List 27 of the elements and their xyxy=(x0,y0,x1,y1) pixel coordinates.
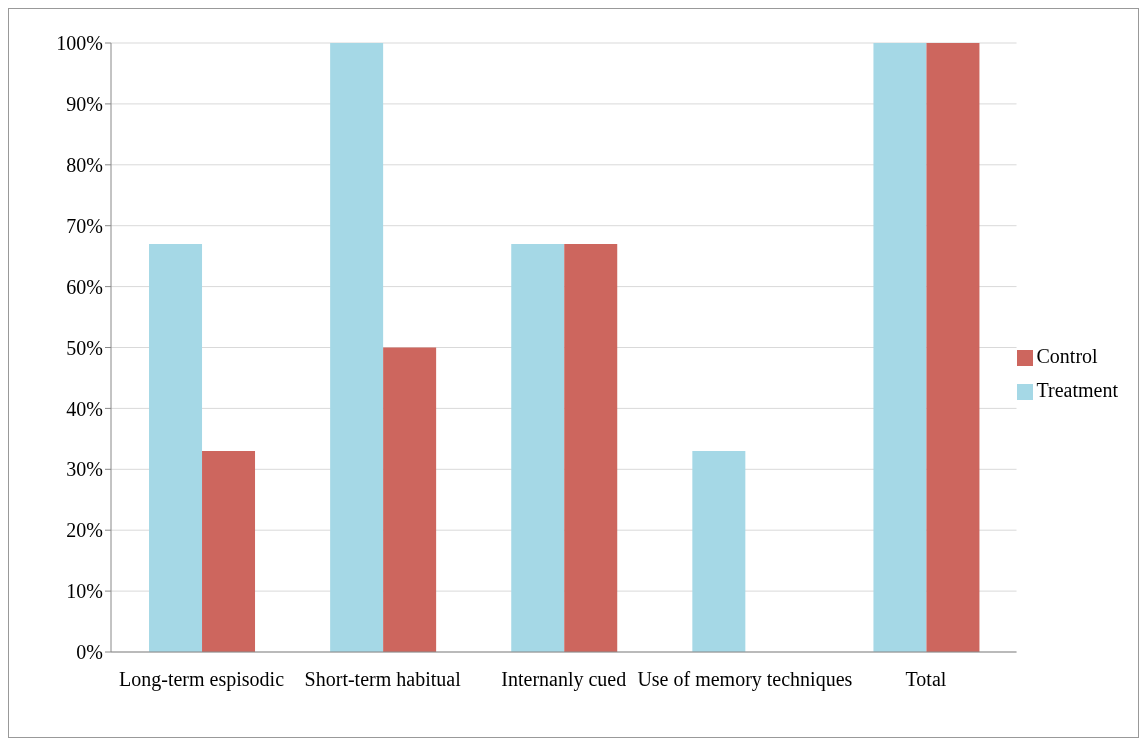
bar xyxy=(149,243,203,652)
bar xyxy=(926,43,980,652)
y-tick-label: 80% xyxy=(66,153,103,176)
y-tick-label: 0% xyxy=(76,641,103,664)
bar xyxy=(873,43,927,652)
y-tick-label: 20% xyxy=(66,519,103,542)
y-tick-label: 100% xyxy=(56,32,103,55)
x-tick-label: Total xyxy=(905,668,947,691)
y-tick-label: 90% xyxy=(66,93,103,115)
bar xyxy=(564,243,618,652)
bar xyxy=(330,43,384,652)
y-tick-label: 70% xyxy=(66,214,103,237)
y-tick-label: 50% xyxy=(66,336,103,359)
x-tick-label: Long-term espisodic xyxy=(119,668,285,692)
y-tick-label: 60% xyxy=(66,275,103,298)
y-tick-label: 40% xyxy=(66,397,103,420)
bar xyxy=(511,243,565,652)
x-tick-label: Use of memory techniques xyxy=(637,668,853,692)
legend-label: Treatment xyxy=(1036,379,1118,401)
legend-label: Control xyxy=(1036,345,1098,367)
bar xyxy=(202,451,256,652)
x-tick-label: Short-term habitual xyxy=(304,668,462,691)
bar xyxy=(383,347,437,652)
bar xyxy=(692,451,746,652)
y-tick-label: 30% xyxy=(66,458,103,481)
y-tick-label: 10% xyxy=(66,580,103,603)
x-tick-label: Internanly cued xyxy=(501,668,627,692)
